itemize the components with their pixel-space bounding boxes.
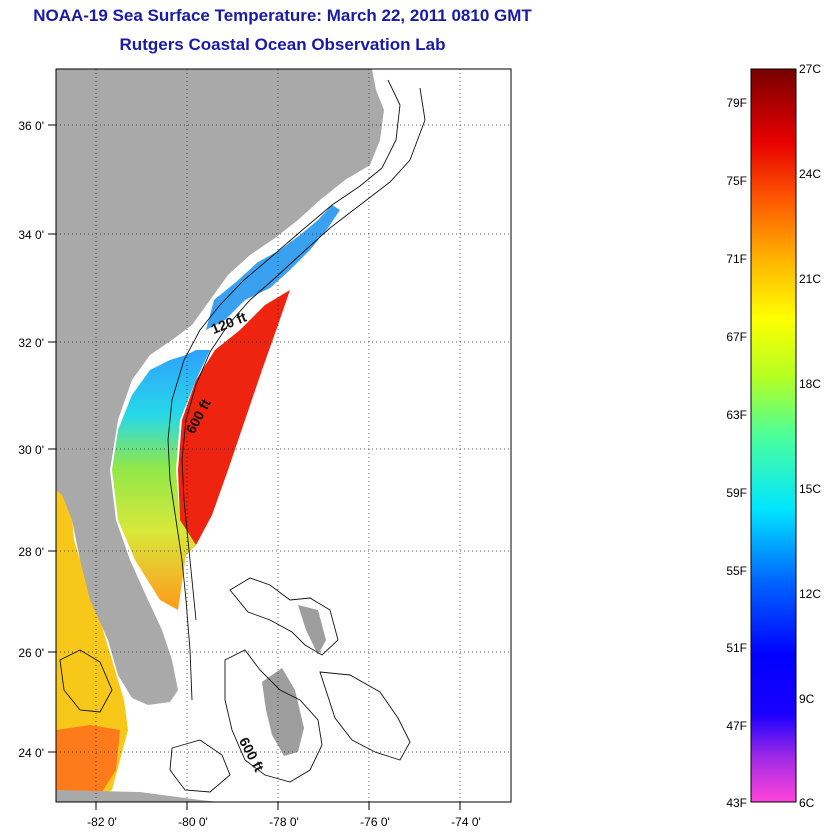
- map-panel: 120 ft 600 ft 600 ft: [56, 69, 511, 802]
- colorbar-c-label: 9C: [799, 692, 815, 706]
- gulf-southern-warm: [56, 725, 120, 802]
- lon-label: -74 0': [451, 815, 481, 829]
- lat-label: 32 0': [18, 336, 44, 350]
- colorbar-f-label: 47F: [726, 719, 747, 733]
- colorbar-c-label: 27C: [799, 62, 821, 76]
- lat-label: 26 0': [18, 646, 44, 660]
- map-title: NOAA-19 Sea Surface Temperature: March 2…: [33, 6, 532, 25]
- cuba-land: [56, 790, 220, 802]
- gulf-stream-warm-water: [178, 290, 290, 555]
- gulf-warm-water: [56, 490, 128, 802]
- latitude-labels: 36 0' 34 0' 32 0' 30 0' 28 0' 26 0' 24 0…: [18, 119, 44, 760]
- bahamas-island-abaco: [298, 605, 326, 655]
- map-frame: [55, 68, 512, 803]
- colorbar-f-label: 75F: [726, 174, 747, 188]
- lat-label: 36 0': [18, 119, 44, 133]
- colorbar-f-label: 71F: [726, 252, 747, 266]
- colorbar-fahrenheit-labels: 79F 75F 71F 67F 63F 59F 55F 51F 47F 43F: [726, 96, 747, 810]
- temperature-color-bar: [750, 68, 797, 803]
- longitude-ticks: [95, 802, 461, 810]
- colorbar-f-label: 55F: [726, 564, 747, 578]
- colorbar-c-label: 18C: [799, 377, 821, 391]
- land-mass: [56, 69, 384, 705]
- lat-label: 34 0': [18, 228, 44, 242]
- lon-label: -82 0': [87, 815, 117, 829]
- map-subtitle: Rutgers Coastal Ocean Observation Lab: [119, 35, 446, 54]
- lon-label: -76 0': [360, 815, 390, 829]
- colorbar-f-label: 67F: [726, 330, 747, 344]
- colorbar-f-label: 63F: [726, 408, 747, 422]
- colorbar-celsius-labels: 27C 24C 21C 18C 15C 12C 9C 6C: [799, 62, 821, 810]
- colorbar-c-label: 6C: [799, 796, 815, 810]
- colorbar-c-label: 15C: [799, 482, 821, 496]
- colorbar-c-label: 24C: [799, 167, 821, 181]
- lon-label: -78 0': [269, 815, 299, 829]
- colorbar-f-label: 79F: [726, 96, 747, 110]
- longitude-labels: -82 0' -80 0' -78 0' -76 0' -74 0': [87, 815, 481, 829]
- lat-label: 30 0': [18, 443, 44, 457]
- lat-label: 28 0': [18, 545, 44, 559]
- colorbar-f-label: 43F: [726, 796, 747, 810]
- shelf-cool-water: [112, 350, 210, 610]
- colorbar-f-label: 51F: [726, 641, 747, 655]
- latitude-ticks: [48, 124, 56, 753]
- colorbar-c-label: 12C: [799, 587, 821, 601]
- colorbar-c-label: 21C: [799, 272, 821, 286]
- lon-label: -80 0': [178, 815, 208, 829]
- lat-label: 24 0': [18, 746, 44, 760]
- northern-shelf-water: [206, 205, 340, 330]
- bahamas-island-andros: [262, 668, 304, 756]
- colorbar-f-label: 59F: [726, 486, 747, 500]
- bathymetry-contours: [59, 79, 426, 793]
